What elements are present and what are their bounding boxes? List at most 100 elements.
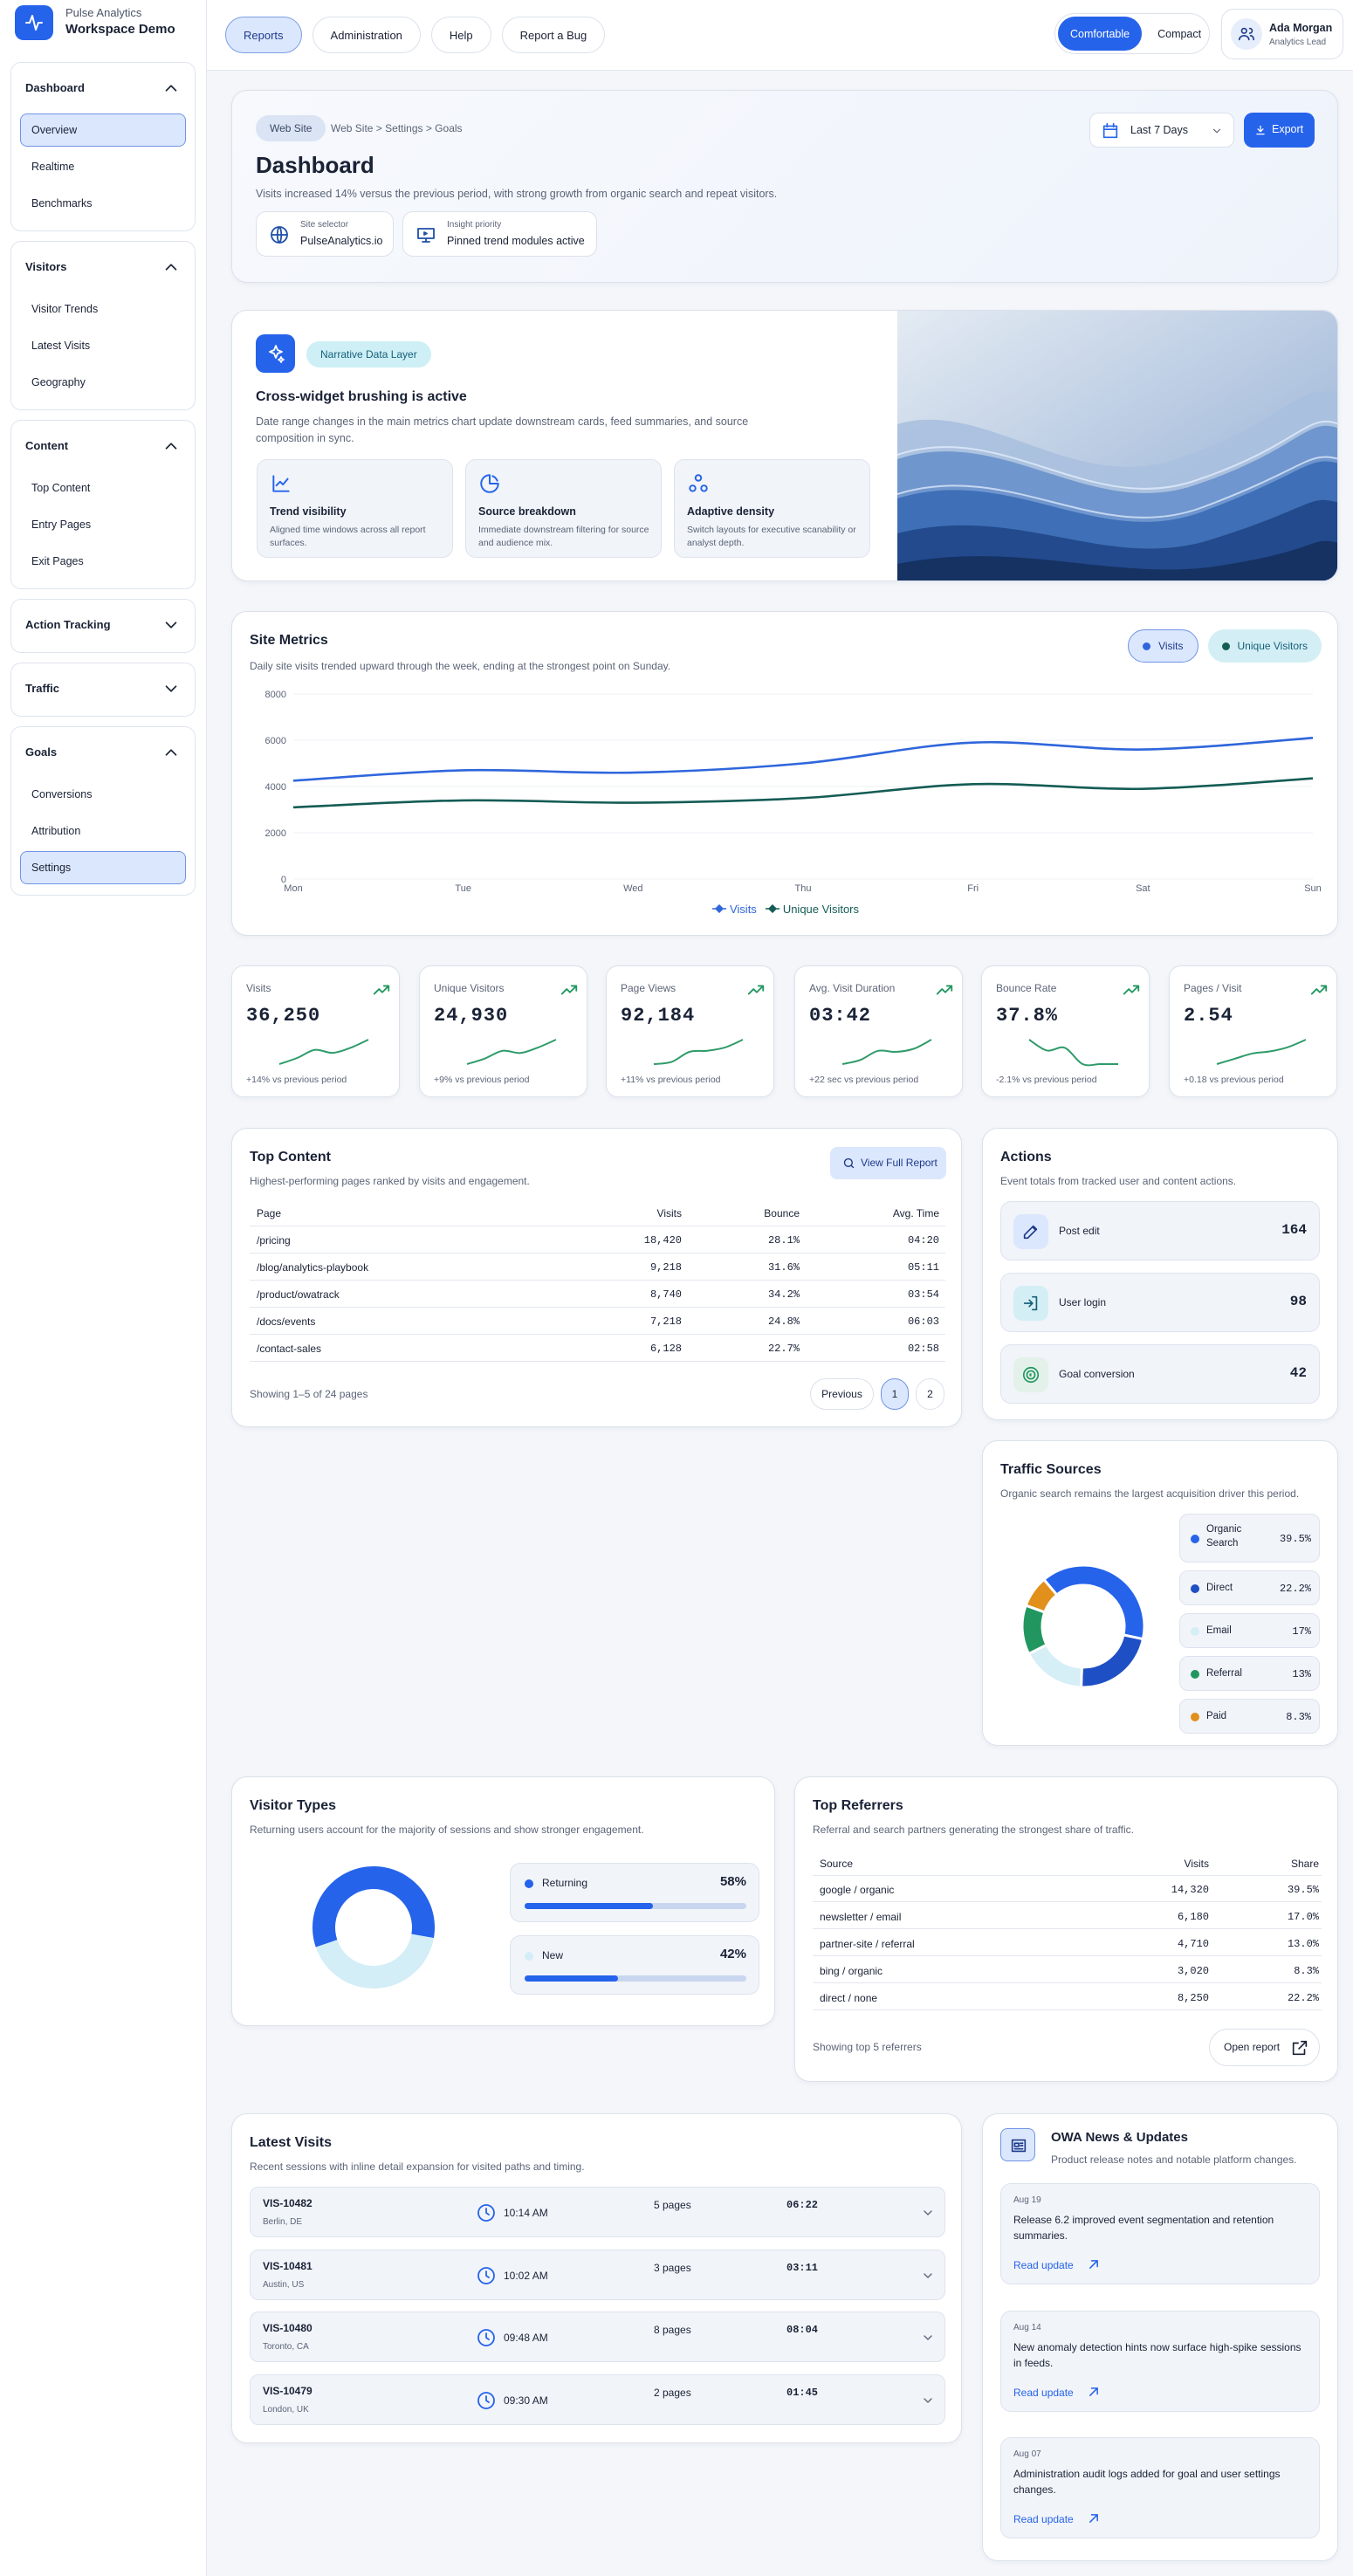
table-cell: 13.0%	[1287, 1938, 1319, 1950]
sparkline-line	[278, 1039, 369, 1065]
nav-section-title[interactable]: Visitors	[25, 260, 67, 273]
news-link[interactable]: Read update	[1013, 2387, 1074, 2399]
nav-item[interactable]: Overview	[20, 113, 186, 147]
trend-icon	[747, 985, 765, 995]
nav-item[interactable]: Conversions	[20, 778, 186, 811]
nav-section-title[interactable]: Action Tracking	[25, 618, 111, 631]
nav-section-title[interactable]: Dashboard	[25, 81, 85, 94]
news-link[interactable]: Read update	[1013, 2259, 1074, 2271]
card-subtitle: Event totals from tracked user and conte…	[1000, 1175, 1237, 1187]
clock-icon	[477, 2329, 495, 2346]
pagination-button[interactable]: 1	[881, 1378, 909, 1410]
nav-tab[interactable]: Reports	[225, 17, 302, 53]
density-option[interactable]: Compact	[1157, 27, 1202, 40]
nav-item[interactable]: Entry Pages	[20, 508, 186, 541]
visit-row[interactable]: VIS-10481 Austin, US 10:02 AM 3 pages 03:11	[250, 2249, 945, 2300]
legend-dot	[1143, 642, 1151, 650]
visitor-type-label: Returning	[542, 1877, 588, 1889]
card-subtitle: Recent sessions with inline detail expan…	[250, 2160, 585, 2173]
table-divider	[813, 1875, 1322, 1876]
donut-chart	[312, 1866, 435, 1989]
nav-item[interactable]: Top Content	[20, 471, 186, 505]
avatar-icon	[1238, 27, 1255, 41]
nav-item[interactable]: Benchmarks	[20, 187, 186, 220]
export-label: Export	[1272, 123, 1304, 135]
action-icon	[1013, 1286, 1048, 1321]
visit-row[interactable]: VIS-10480 Toronto, CA 09:48 AM 8 pages 08:04	[250, 2312, 945, 2362]
nav-section-title[interactable]: Goals	[25, 745, 58, 759]
legend-pill[interactable]: Unique Visitors	[1207, 629, 1322, 663]
calendar-icon-shape	[1102, 122, 1118, 139]
table-cell: 8.3%	[1294, 1965, 1319, 1977]
nav-item[interactable]: Settings	[20, 851, 186, 884]
density-option[interactable]: Comfortable	[1058, 17, 1143, 51]
external-icon	[1292, 2040, 1308, 2056]
table-cell: 28.1%	[767, 1234, 800, 1247]
news-link[interactable]: Read update	[1013, 2513, 1074, 2525]
action-item: Goal conversion 42	[1000, 1344, 1320, 1404]
nav-item[interactable]: Realtime	[20, 150, 186, 183]
table-cell: 8,250	[1177, 1992, 1209, 2004]
site-metrics-card: Site Metrics Daily site visits trended up…	[231, 611, 1338, 936]
news-date: Aug 14	[1013, 2323, 1041, 2332]
feature-icon	[480, 474, 499, 493]
nav-tab[interactable]: Report a Bug	[501, 17, 606, 53]
nav-section-title[interactable]: Content	[25, 439, 69, 452]
legend-pill[interactable]: Visits	[1128, 629, 1198, 663]
line-series	[292, 777, 1314, 809]
action-glyph-shape	[1023, 1225, 1038, 1240]
nav-item[interactable]: Latest Visits	[20, 329, 186, 362]
visit-row[interactable]: VIS-10479 London, UK 09:30 AM 2 pages 01:45	[250, 2373, 945, 2425]
export-button[interactable]: Export	[1244, 113, 1315, 148]
trend-icon-shape	[936, 985, 953, 995]
nav-tab[interactable]: Help	[430, 17, 491, 53]
action-value: 164	[1281, 1222, 1307, 1238]
x-tick-label: Sun	[1304, 883, 1322, 894]
legend-item: Visits	[711, 903, 757, 916]
legend-item: Referral 13%	[1179, 1656, 1320, 1691]
page-title: Dashboard	[256, 152, 374, 178]
donut-segment	[1024, 1577, 1059, 1614]
visit-row[interactable]: VIS-10482 Berlin, DE 10:14 AM 5 pages 06:22	[250, 2187, 945, 2237]
external-icon-shape	[1292, 2040, 1308, 2056]
clock-icon-shape	[477, 2266, 495, 2284]
nav-item[interactable]: Visitor Trends	[20, 292, 186, 326]
table-footer: Showing top 5 referrers	[813, 2041, 922, 2053]
sidebar: Pulse Analytics Workspace Demo Dashboard Ov…	[0, 0, 207, 2576]
info-chip: Site selector PulseAnalytics.io	[256, 211, 394, 257]
chevron	[165, 443, 177, 450]
nav-item[interactable]: Geography	[20, 366, 186, 399]
visit-id: VIS-10481	[263, 2259, 312, 2272]
actions-card: Actions Event totals from tracked user an…	[982, 1128, 1338, 1420]
sparkline-line	[1028, 1039, 1118, 1067]
legend-dot	[525, 1952, 533, 1961]
pagination-button[interactable]: Previous	[810, 1378, 874, 1410]
user-name: Ada Morgan	[1269, 22, 1333, 34]
nav-item[interactable]: Attribution	[20, 814, 186, 848]
nav-tab[interactable]: Administration	[312, 17, 421, 53]
view-report-button[interactable]: View Full Report	[830, 1147, 946, 1179]
nav-section-title[interactable]: Traffic	[25, 682, 60, 695]
date-range-select[interactable]: Last 7 Days	[1089, 113, 1234, 148]
trend-icon	[936, 985, 953, 995]
nav-section: Content Top Content Entry Pages Exit Pages	[10, 420, 196, 589]
card-title: Latest Visits	[250, 2135, 332, 2150]
chevron-shape	[165, 264, 177, 271]
chevron	[165, 85, 177, 92]
visit-time: 10:02 AM	[504, 2269, 548, 2282]
expand-chevron-shape	[924, 2272, 932, 2278]
hero-title: Cross-widget brushing is active	[256, 389, 467, 404]
nav-item-label: Conversions	[31, 788, 93, 800]
open-report-button[interactable]: Open report	[1209, 2029, 1320, 2066]
nav-item[interactable]: Exit Pages	[20, 545, 186, 578]
user-card[interactable]: Ada Morgan Analytics Lead	[1221, 9, 1343, 59]
visit-id: VIS-10482	[263, 2197, 312, 2209]
x-tick-label: Thu	[795, 883, 812, 894]
action-item: Post edit 164	[1000, 1201, 1320, 1261]
hero-icon	[256, 334, 295, 373]
pagination-button[interactable]: 2	[916, 1378, 944, 1410]
feature-text: Immediate downstream filtering for sourc…	[478, 525, 649, 549]
chevron	[165, 685, 177, 692]
nav-item-label: Geography	[31, 376, 86, 388]
